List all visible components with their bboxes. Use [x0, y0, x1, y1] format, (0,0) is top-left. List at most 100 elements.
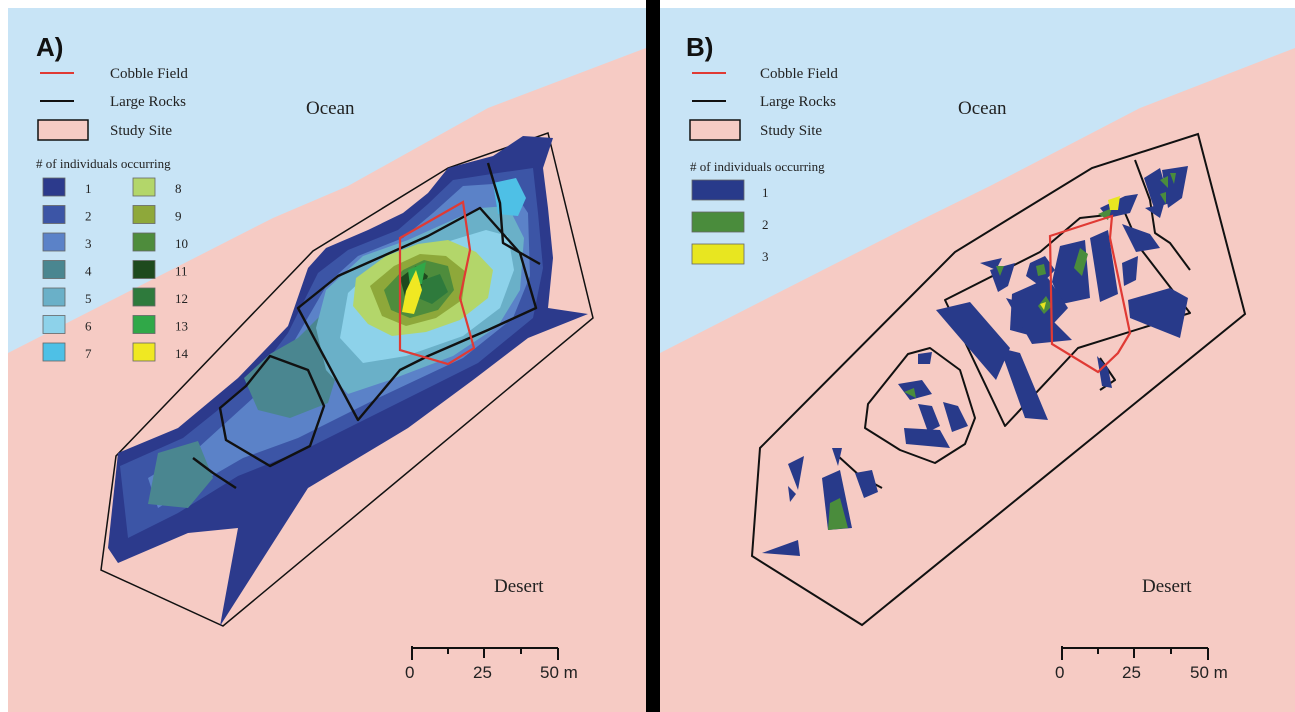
panel-label: A) [36, 32, 63, 62]
scale-tick-25: 25 [473, 663, 492, 682]
occurrence-patch [832, 448, 842, 466]
abundance-class-8-label: 8 [175, 181, 182, 196]
large-rocks-line-2 [192, 457, 237, 490]
large-rocks-polygon-1 [296, 206, 538, 422]
occurrence-class-2-swatch [691, 211, 745, 233]
occurrence-patch [918, 404, 940, 432]
abundance-class-1-swatch [42, 177, 66, 197]
occurrence-patch-2 [1074, 248, 1088, 276]
occurrence-patch-2 [996, 266, 1004, 276]
occurrence-patch-2 [1160, 192, 1166, 204]
panel-label: B) [686, 32, 713, 62]
cobble-field-outline [398, 200, 476, 366]
abundance-class-12-label: 12 [175, 291, 188, 306]
scale-bar-line [1061, 646, 1209, 660]
scale-tick-0: 0 [1055, 663, 1064, 682]
occurrence-patch [1162, 166, 1188, 208]
legend-cobble-label: Cobble Field [110, 66, 188, 82]
abundance-class-2-label: 2 [85, 209, 92, 224]
scale-bar: 0 25 50 m [405, 646, 578, 682]
desert-label: Desert [1142, 576, 1192, 597]
study-site-boundary [750, 132, 1247, 627]
occurrence-patch [1122, 256, 1138, 286]
abundance-class-3-label: 3 [85, 236, 92, 251]
abundance-class-3-swatch [42, 232, 66, 252]
cobble-field-outline [1048, 214, 1132, 374]
abundance-class-14-swatch [132, 342, 156, 362]
abundance-class-13-swatch [132, 315, 156, 334]
abundance-class-6-swatch [42, 315, 66, 334]
occurrence-class-2-label: 2 [762, 217, 769, 232]
ocean-label: Ocean [958, 98, 1007, 119]
legend-study-site-label: Study Site [110, 123, 172, 139]
occurrence-patch [1090, 230, 1118, 302]
occurrence-patch [788, 486, 796, 502]
desert-label: Desert [494, 576, 544, 597]
occurrence-patch [936, 302, 1010, 380]
occurrence-patch-2 [828, 498, 848, 530]
occurrence-patch [990, 263, 1015, 292]
occurrence-patch [1128, 288, 1188, 338]
occurrence-patch [1122, 224, 1160, 252]
ocean-area [660, 8, 1295, 353]
abundance-level-4b [148, 441, 213, 508]
abundance-class-10-label: 10 [175, 236, 188, 251]
legend: Cobble Field Large Rocks Study Site # of… [689, 66, 838, 265]
abundance-level-14 [402, 270, 422, 314]
scale-bar-line [411, 646, 559, 660]
legend-study-site-swatch [689, 119, 741, 141]
large-rocks-outlines [192, 162, 541, 490]
abundance-class-6-label: 6 [85, 319, 92, 334]
occurrence-patch [762, 540, 800, 556]
abundance-level-12 [418, 274, 448, 304]
panel-b-svg: B) Ocean Desert Cobble Field Large Rocks… [660, 8, 1295, 712]
abundance-class-7-label: 7 [85, 346, 92, 361]
occurrence-patch-3 [1040, 302, 1046, 310]
abundance-class-8-swatch [132, 177, 156, 197]
ocean-area [8, 8, 646, 353]
abundance-class-4-label: 4 [85, 264, 92, 279]
occurrence-patch [918, 352, 932, 364]
legend-rocks-label: Large Rocks [110, 94, 186, 110]
large-rocks-polygon-2 [864, 347, 976, 464]
abundance-class-7-swatch [42, 342, 66, 362]
abundance-class-9-swatch [132, 205, 156, 224]
occurrence-class-1-label: 1 [762, 185, 769, 200]
occurrence-patch [855, 470, 878, 498]
occurrence-patch [943, 402, 968, 432]
scale-tick-50: 50 m [540, 663, 578, 682]
scale-tick-50: 50 m [1190, 663, 1228, 682]
scale-tick-25: 25 [1122, 663, 1141, 682]
abundance-class-11-swatch [132, 260, 156, 279]
panel-b-map: B) Ocean Desert Cobble Field Large Rocks… [660, 8, 1295, 712]
abundance-class-14-label: 14 [175, 346, 189, 361]
legend-study-site-swatch [37, 119, 89, 141]
legend-cobble-label: Cobble Field [760, 66, 838, 82]
legend: Cobble Field Large Rocks Study Site # of… [36, 66, 189, 362]
abundance-class-9-label: 9 [175, 209, 182, 224]
legend-study-site-label: Study Site [760, 123, 822, 139]
occurrence-patch-2 [1170, 173, 1176, 184]
abundance-class-1-label: 1 [85, 181, 92, 196]
panel-a-svg: A) Ocean Desert Cobble Field Large Rocks… [8, 8, 646, 712]
abundance-class-12-swatch [132, 287, 156, 307]
abundance-class-2-swatch [42, 205, 66, 224]
large-rocks-polygon-2 [218, 354, 326, 468]
occurrence-class-3-label: 3 [762, 249, 769, 264]
occurrence-patch-2 [1036, 264, 1046, 276]
occurrence-patches [762, 166, 1188, 556]
occurrence-patch [788, 456, 804, 490]
scale-tick-0: 0 [405, 663, 414, 682]
panel-a-map: A) Ocean Desert Cobble Field Large Rocks… [8, 8, 646, 712]
occurrence-patch [1006, 298, 1072, 344]
study-site-boundary [100, 132, 594, 627]
occurrence-patches-3 [1040, 196, 1120, 310]
occurrence-class-legend: 1 2 3 [691, 179, 769, 265]
occurrence-patch [1145, 204, 1164, 218]
panel-divider [646, 0, 660, 712]
ocean-label: Ocean [306, 98, 355, 119]
legend-rocks-label: Large Rocks [760, 94, 836, 110]
abundance-class-11-label: 11 [175, 264, 188, 279]
occurrence-class-3-swatch [691, 243, 745, 265]
